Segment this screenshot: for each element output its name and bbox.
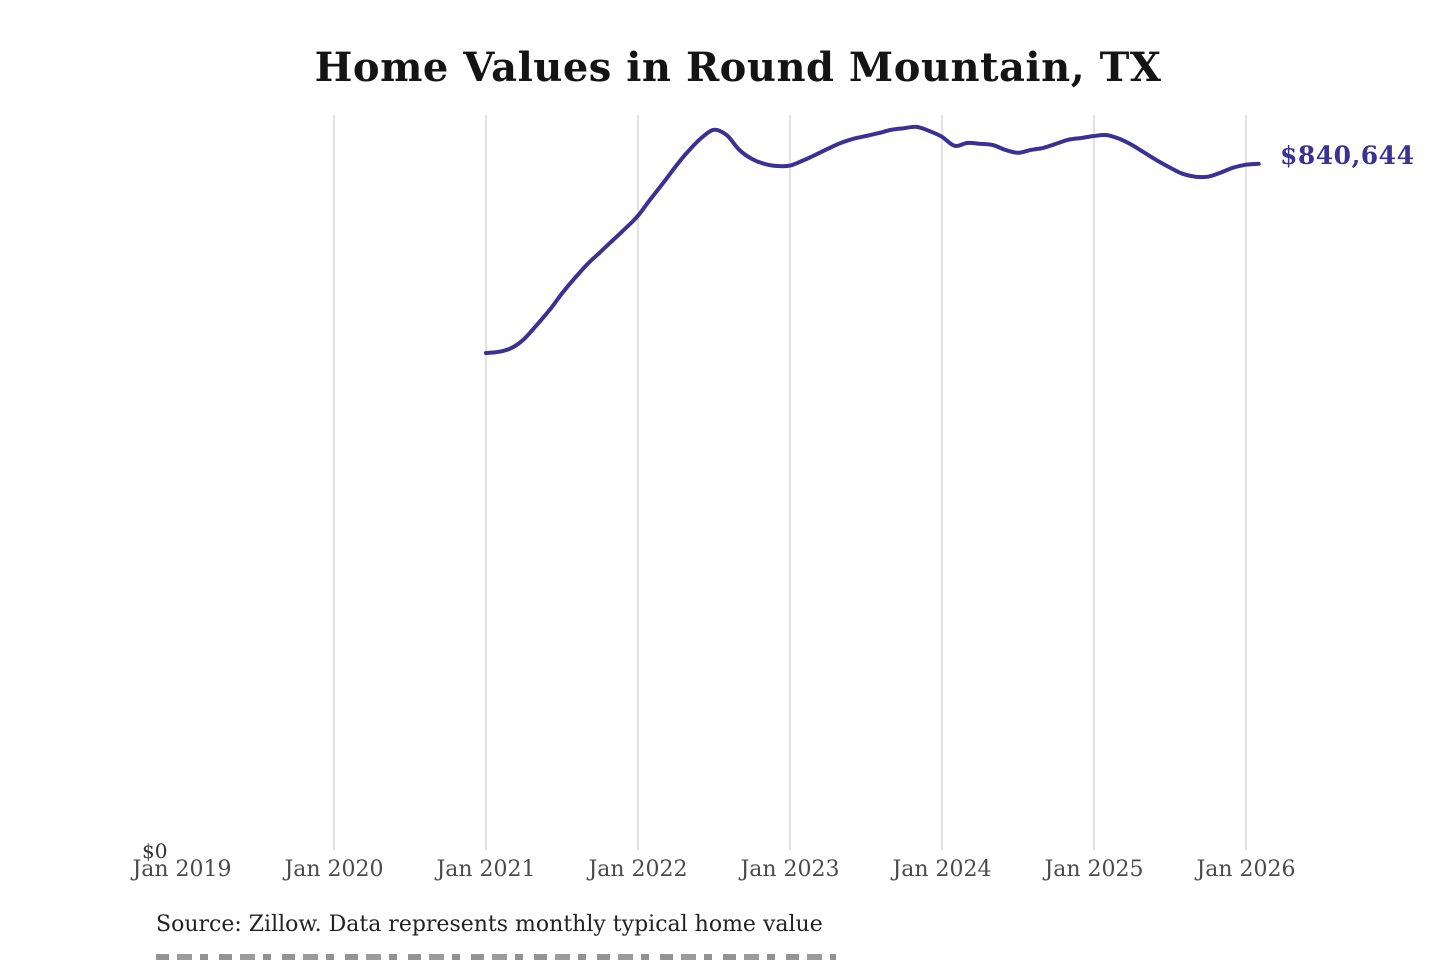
x-axis-tick-label: Jan 2023 (740, 857, 840, 882)
x-axis-tick-label: Jan 2020 (284, 857, 384, 882)
x-axis-tick-label: Jan 2025 (1044, 857, 1144, 882)
x-axis-tick-label: Jan 2021 (436, 857, 536, 882)
end-value-label: $840,644 (1280, 141, 1415, 170)
x-axis-tick-label: Jan 2022 (588, 857, 688, 882)
x-axis-tick-label: Jan 2026 (1196, 857, 1296, 882)
x-axis-tick-label: Jan 2024 (892, 857, 992, 882)
chart-title: Home Values in Round Mountain, TX (314, 44, 1162, 91)
gridline-group (333, 115, 1247, 850)
y-axis-zero-label: $0 (142, 839, 168, 863)
home-value-line (484, 124, 1261, 355)
source-note: Source: Zillow. Data represents monthly … (156, 912, 823, 937)
cutoff-text-strip (156, 954, 836, 960)
x-axis-tick-label: Jan 2019 (132, 857, 232, 882)
